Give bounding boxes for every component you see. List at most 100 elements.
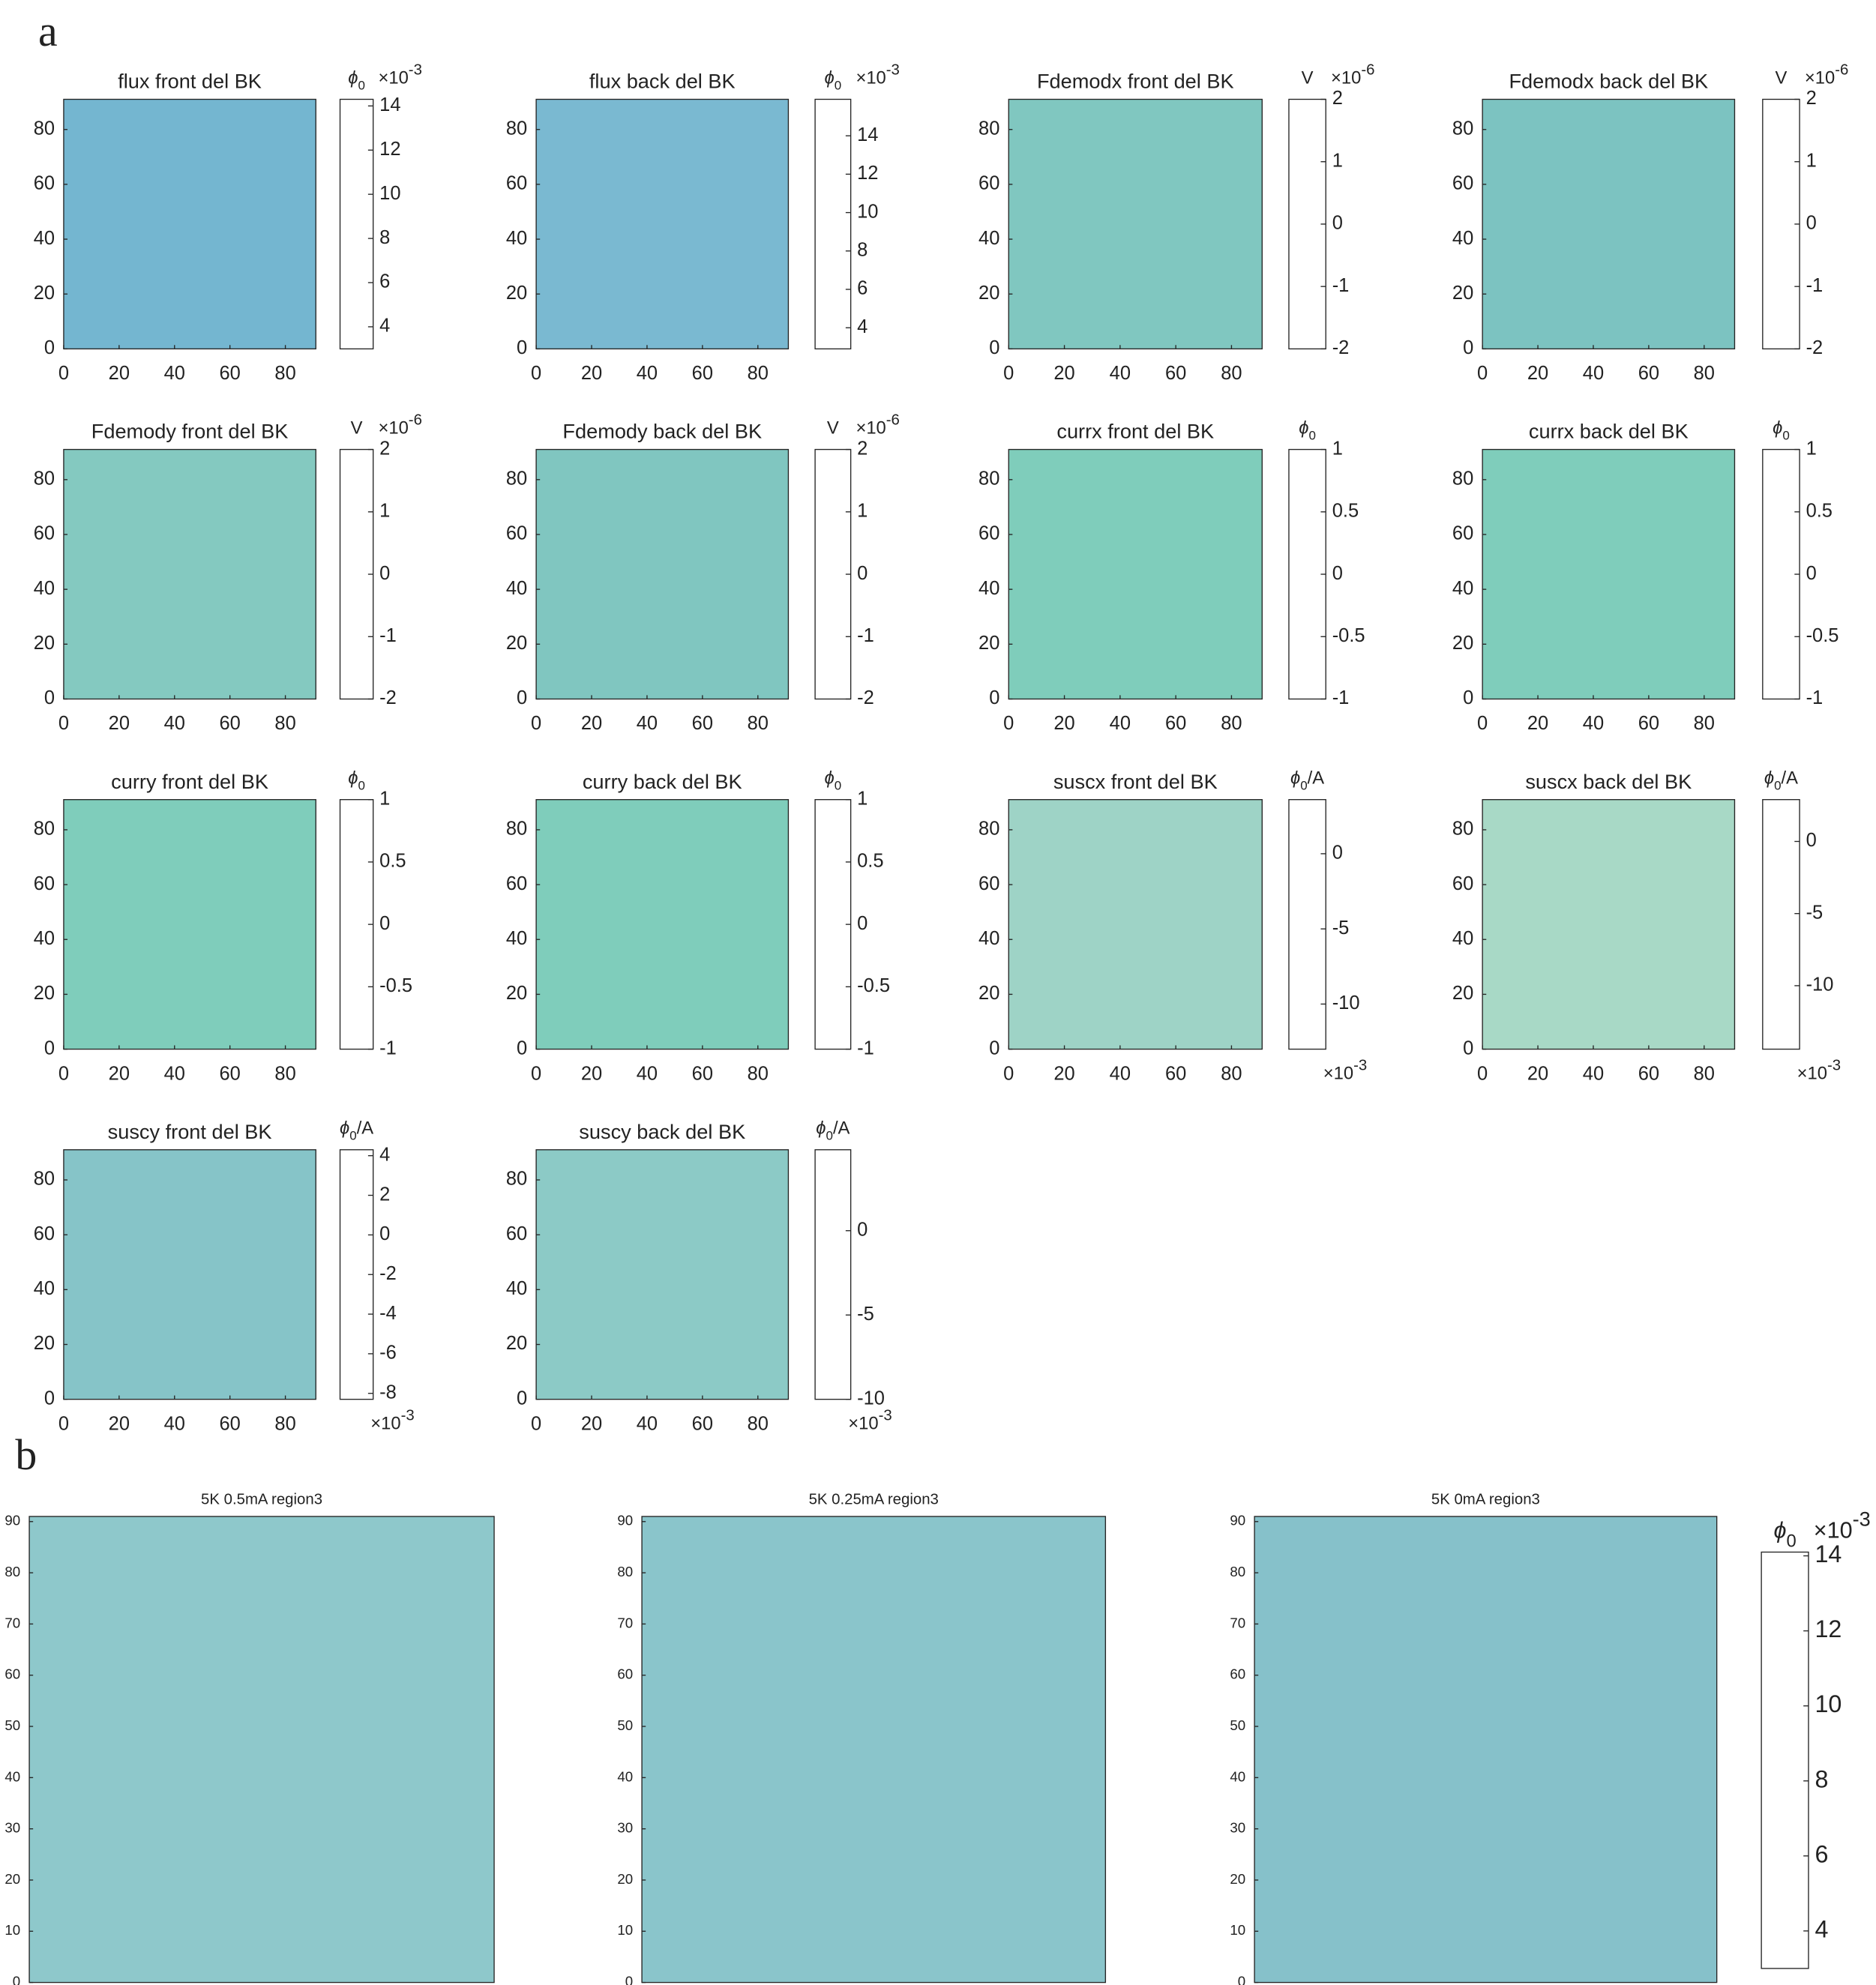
y-tick-label: 40 [1230,1768,1245,1784]
figure: a b flux front del BK0204060800204060804… [0,0,1876,1985]
x-tick-label: 60 [692,363,713,384]
colorbar-tick-label: -1 [857,1037,874,1058]
x-tick-label: 80 [274,1063,295,1084]
colorbar-tick-label: 4 [379,316,390,337]
colorbar-tick-label: 8 [857,240,868,261]
x-tick-label: 20 [109,1063,130,1084]
colorbar-tick-label: 1 [857,788,868,809]
y-tick-label: 20 [506,1333,527,1354]
colorbar-exponent: ×10-6 [1331,62,1374,88]
colorbar-label-part: V [351,418,363,439]
y-tick-label: 40 [34,578,55,599]
colorbar-tick-label: -10 [857,1388,885,1409]
x-tick-label: 0 [1003,363,1014,384]
colorbar-tick-label: 1 [1806,150,1817,171]
colorbar-exponent: ×10-3 [1797,1058,1841,1084]
y-tick-label: 80 [978,118,999,139]
colorbar [815,450,851,699]
x-tick-label: 40 [637,363,658,384]
heatmap-image [64,450,316,699]
x-tick-label: 60 [1165,1063,1186,1084]
heatmap-image [64,99,316,349]
panel-title: suscx front del BK [1053,770,1218,793]
colorbar [1763,99,1800,349]
colorbar-tick-label: -5 [1332,918,1350,939]
colorbar-tick-label: -1 [1806,275,1824,296]
x-tick-label: 20 [581,363,602,384]
x-tick-label: 20 [1053,1063,1074,1084]
heatmap-image [536,99,788,349]
exponent-power: -6 [1361,62,1374,79]
x-tick-label: 20 [1527,713,1548,734]
colorbar-tick-label: 2 [1806,88,1817,109]
colorbar-exponent: ×10-6 [1805,62,1848,88]
exponent-base: ×10 [1805,68,1835,88]
x-tick-label: 0 [58,1063,69,1084]
y-tick-label: 80 [34,1169,55,1190]
colorbar-tick-label: -1 [1332,687,1350,708]
y-tick-label: 0 [517,687,527,708]
y-tick-label: 80 [34,118,55,139]
x-tick-label: 0 [1003,1063,1014,1084]
colorbar-tick-label: 1 [379,501,390,522]
colorbar-tick-label: -1 [857,625,874,646]
exponent-base: ×10 [1814,1517,1853,1543]
exponent-base: ×10 [856,418,886,439]
exponent-base: ×10 [370,1414,400,1434]
y-tick-label: 20 [617,1871,633,1887]
y-tick-label: 20 [978,283,999,304]
colorbar-tick-label: 0.5 [379,851,406,872]
y-tick-label: 40 [1452,578,1473,599]
x-tick-label: 60 [220,1413,241,1434]
x-tick-label: 60 [1638,363,1659,384]
colorbar-tick-label: 6 [379,271,390,292]
y-tick-label: 60 [506,523,527,544]
colorbar-tick-label: 1 [1806,438,1817,459]
colorbar-exponent: ×10-6 [378,412,421,439]
x-tick-label: 0 [1477,1063,1488,1084]
colorbar-tick-label: -2 [1806,337,1824,358]
panel-title: 5K 0.25mA region3 [809,1491,939,1507]
y-tick-label: 20 [4,1871,20,1887]
colorbar-tick-label: -4 [379,1303,397,1324]
y-tick-label: 30 [617,1820,633,1836]
x-tick-label: 80 [1221,713,1242,734]
panel-title: suscy back del BK [579,1120,745,1143]
x-tick-label: 40 [1583,363,1604,384]
y-tick-label: 70 [617,1615,633,1630]
colorbar-label-part: ϕ [1773,1517,1786,1543]
exponent-base: ×10 [1323,1064,1353,1084]
colorbar-label-part: 0 [835,78,841,92]
colorbar-tick-label: -0.5 [1332,625,1365,646]
colorbar-tick-label: 10 [857,201,878,222]
colorbar-tick-label: 0 [1332,213,1343,234]
panel-title: curry back del BK [583,770,742,793]
y-tick-label: 60 [34,523,55,544]
x-tick-label: 60 [1165,363,1186,384]
panel-title: currx back del BK [1529,420,1689,443]
colorbar-label-part: 0 [1308,428,1315,442]
colorbar-label-part: 0 [1786,1531,1796,1551]
colorbar-label-part: 0 [835,778,841,792]
y-tick-label: 90 [1230,1513,1245,1528]
y-tick-label: 40 [34,928,55,949]
colorbar-label: ϕ0/A [340,1118,373,1143]
colorbar [815,99,851,349]
colorbar-tick-label: 8 [379,227,390,248]
y-tick-label: 40 [506,578,527,599]
y-tick-label: 50 [1230,1717,1245,1733]
x-tick-label: 40 [637,713,658,734]
panel-title: suscy front del BK [108,1120,272,1143]
panel-title: flux front del BK [118,70,262,93]
colorbar-label-part: ϕ [348,68,358,88]
y-tick-label: 80 [978,819,999,840]
colorbar-tick-label: 0 [1806,213,1817,234]
y-tick-label: 40 [34,1278,55,1299]
colorbar-tick-label: 2 [1332,88,1343,109]
panel-title: Fdemody back del BK [562,420,762,443]
panel-label: a [38,8,58,55]
x-tick-label: 20 [581,713,602,734]
colorbar-tick-label: 6 [857,278,868,299]
exponent-base: ×10 [856,68,886,88]
colorbar-tick-label: -1 [379,625,397,646]
